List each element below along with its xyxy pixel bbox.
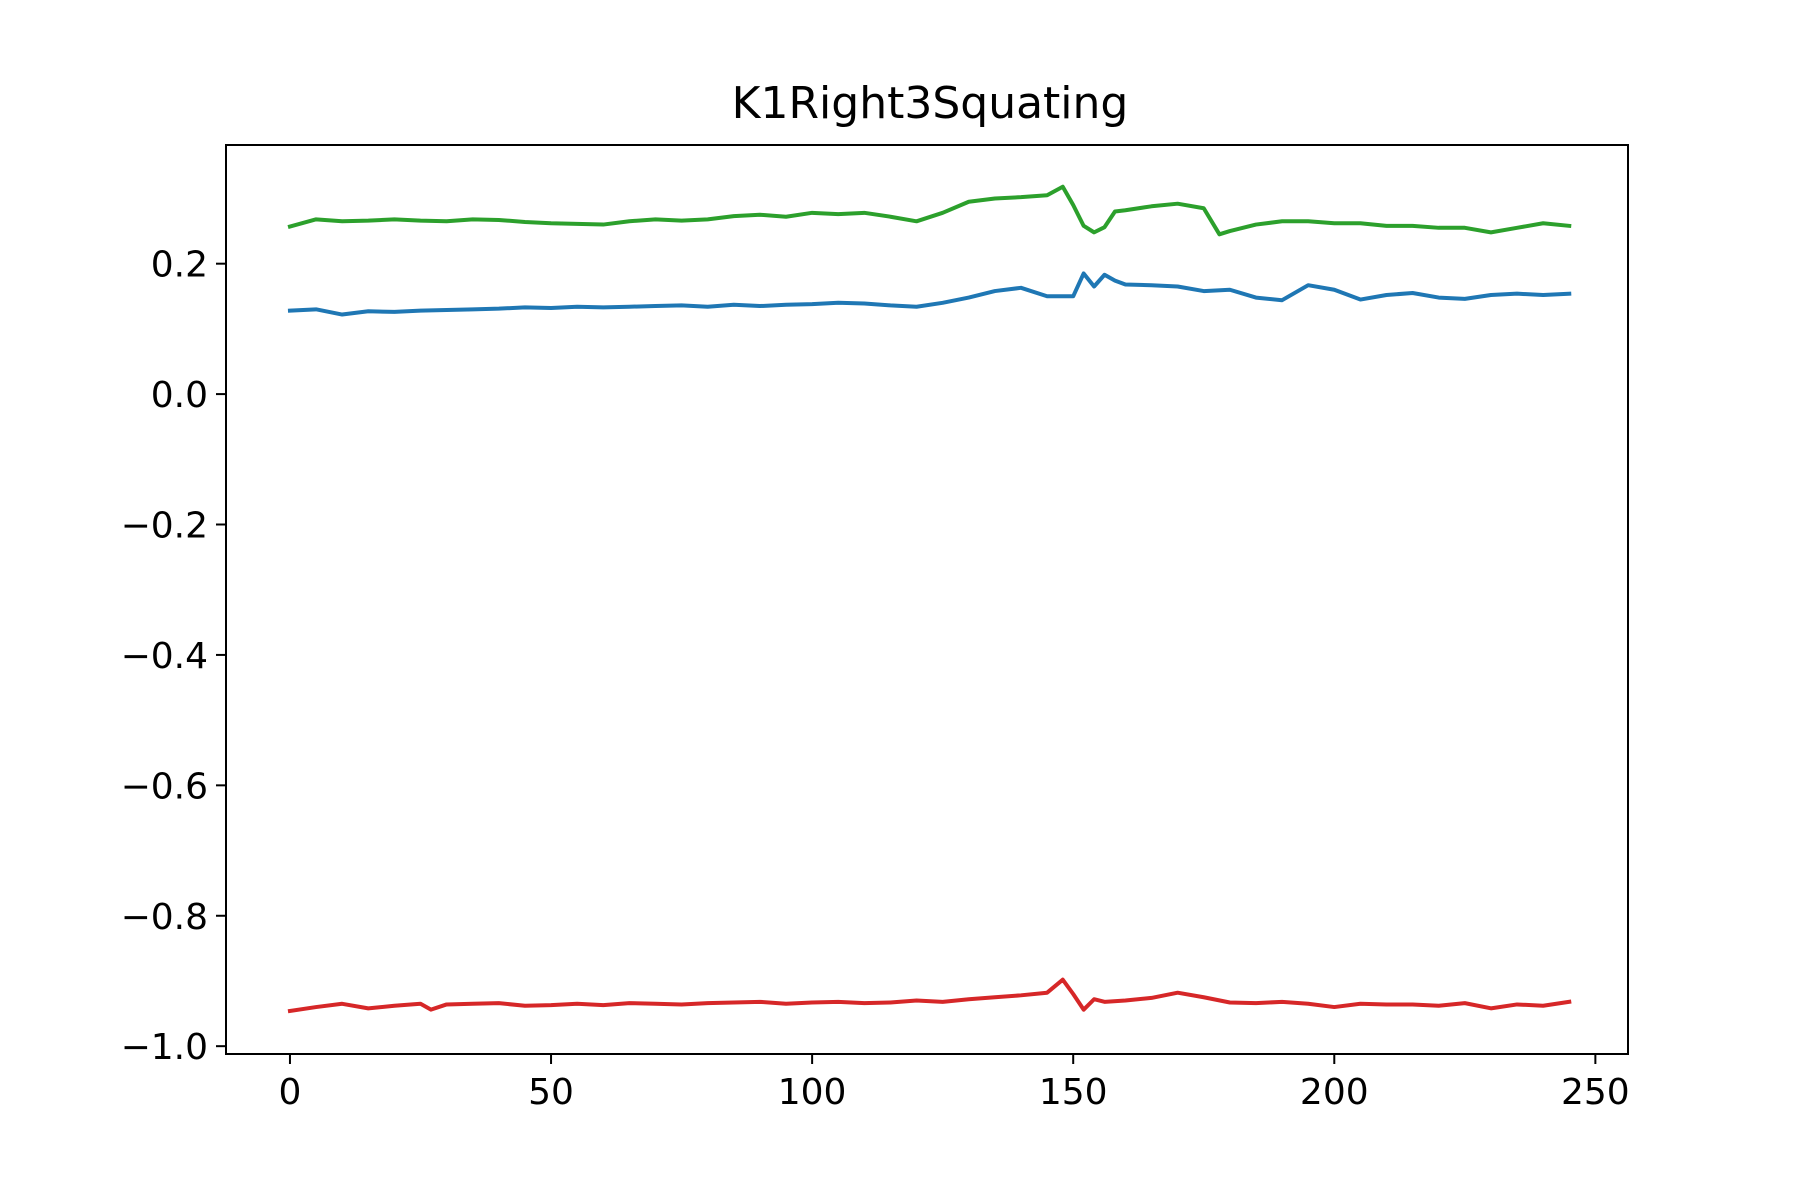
y-tick-label: −0.6 (121, 766, 208, 807)
series-line-1 (287, 271, 1572, 317)
series-line-3 (287, 977, 1572, 1014)
y-tick-label: −0.8 (121, 897, 208, 938)
y-tick-label: −0.2 (121, 506, 208, 547)
x-tick-label: 100 (778, 1072, 847, 1113)
axes: 0 50 100 150 200 250 −1.0 −0.8 −0.6 −0.4 −0.2 0.0 0.… (121, 144, 1630, 1113)
y-tick-label: −0.4 (121, 636, 208, 677)
y-tick-label: 0.0 (151, 375, 208, 416)
chart-title: K1Right3Squating (732, 78, 1129, 129)
series-line-2 (287, 184, 1572, 237)
x-tick-label: 0 (279, 1072, 302, 1113)
x-tick-label: 200 (1300, 1072, 1369, 1113)
x-tick-label: 50 (528, 1072, 574, 1113)
y-tick-label: −1.0 (121, 1027, 208, 1068)
y-tick-label: 0.2 (151, 245, 208, 286)
x-tick-label: 250 (1561, 1072, 1630, 1113)
x-tick-label: 150 (1039, 1072, 1108, 1113)
plot-area (287, 184, 1572, 1014)
axes-frame (225, 144, 1629, 1055)
